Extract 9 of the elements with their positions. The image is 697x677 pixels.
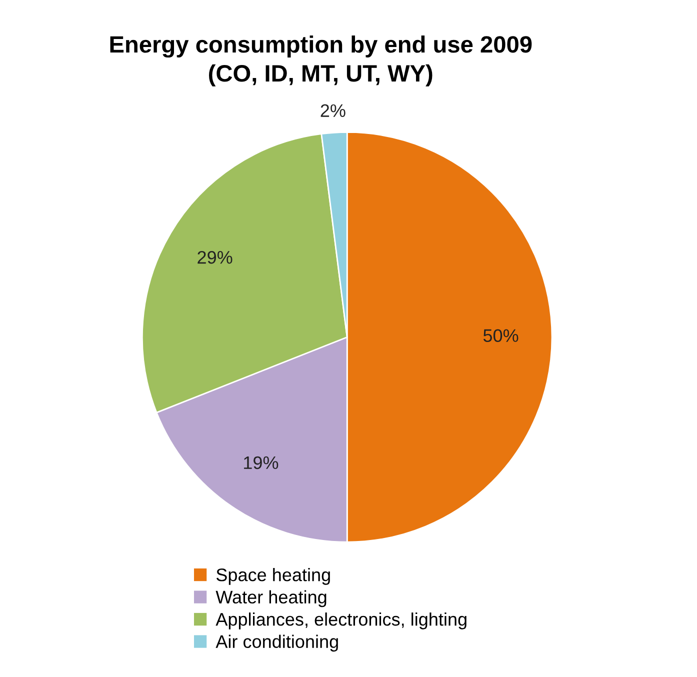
- legend-label: Water heating: [216, 590, 326, 608]
- legend-label: Space heating: [216, 568, 330, 585]
- legend-label: Air conditioning: [216, 634, 338, 652]
- data-label: 29%: [198, 250, 232, 264]
- data-label: 19%: [244, 456, 278, 470]
- chart-title: Energy consumption by end use 2009 (CO, ID, MT, UT, WY): [110, 35, 532, 86]
- legend-label: Appliances, electronics, lighting: [216, 612, 466, 630]
- data-label: 50%: [483, 329, 518, 342]
- data-label: 2%: [320, 104, 346, 117]
